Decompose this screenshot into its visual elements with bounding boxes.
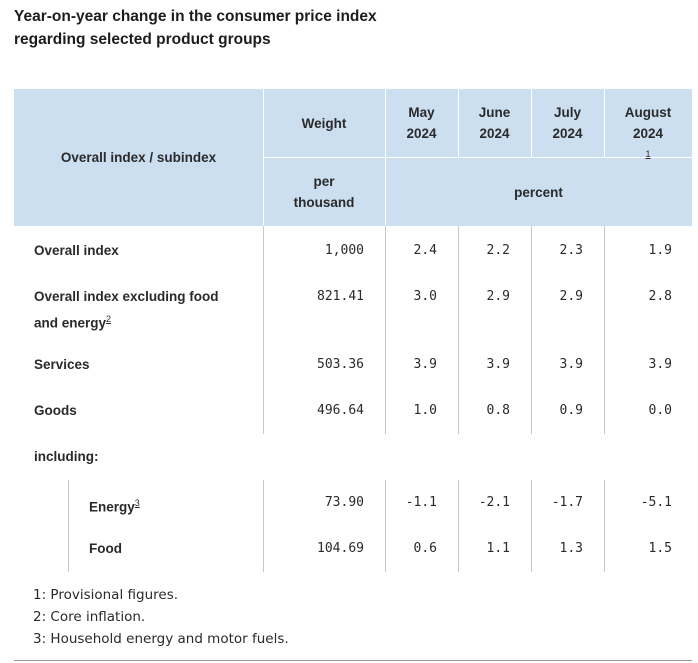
month-name: July	[553, 105, 581, 120]
title-line-1: Year-on-year change in the consumer pric…	[14, 8, 377, 25]
row-label-line-1: Overall index excluding food	[34, 289, 219, 304]
row-label-including: including:	[34, 449, 99, 464]
weight-cell: 503.36	[317, 357, 364, 372]
table-title: Year-on-year change in the consumer pric…	[14, 5, 674, 51]
row-label-text: Energy	[89, 499, 135, 515]
month-year-text: 2024	[632, 126, 664, 141]
header-col-divider	[385, 89, 386, 226]
header-divider	[263, 157, 692, 158]
weight-cell: 104.69	[317, 541, 364, 556]
title-line-2: regarding selected product groups	[14, 31, 271, 48]
body-col-divider	[68, 480, 69, 572]
value-cell-june: 3.9	[486, 357, 510, 372]
bottom-rule	[14, 660, 692, 661]
weight-unit-line-2: thousand	[293, 195, 355, 210]
value-cell-july: -1.7	[551, 495, 583, 510]
header-col-divider	[531, 89, 532, 157]
value-cell-july: 1.3	[559, 541, 583, 556]
value-cell-august: 3.9	[648, 357, 672, 372]
weight-cell: 1,000	[324, 243, 364, 258]
value-cell-may: 2.4	[413, 243, 437, 258]
value-cell-may: 1.0	[413, 403, 437, 418]
body-col-divider	[531, 226, 532, 434]
value-cell-june: 0.8	[486, 403, 510, 418]
value-cell-july: 2.9	[559, 289, 583, 304]
footnote-ref-1[interactable]: 1	[645, 149, 651, 159]
body-col-divider	[263, 226, 264, 434]
value-cell-august: 1.9	[648, 243, 672, 258]
month-year: 2024	[479, 126, 510, 141]
month-year: 2024	[406, 126, 437, 141]
weight-cell: 73.90	[324, 495, 364, 510]
footnote-ref-2[interactable]: 2	[106, 314, 112, 324]
header-index-label: Overall index / subindex	[60, 150, 217, 165]
footnote-ref-3[interactable]: 3	[134, 498, 140, 508]
header-percent-label: percent	[514, 185, 563, 200]
row-label-goods: Goods	[34, 403, 77, 418]
body-col-divider	[263, 480, 264, 572]
header-col-divider	[458, 89, 459, 157]
header-month-july: July 2024	[531, 102, 604, 144]
value-cell-may: -1.1	[405, 495, 437, 510]
value-cell-may: 3.9	[413, 357, 437, 372]
value-cell-july: 0.9	[559, 403, 583, 418]
footnote-1: 1: Provisional figures.	[33, 587, 179, 603]
header-month-may: May 2024	[385, 102, 458, 144]
row-label-overall-index: Overall index	[34, 243, 119, 258]
row-label-core: Overall index excluding food and energy2	[34, 286, 259, 335]
month-name: May	[408, 105, 435, 120]
month-year: 2024	[552, 126, 583, 141]
row-label-food: Food	[89, 541, 122, 556]
value-cell-june: 1.1	[486, 541, 510, 556]
row-label-energy: Energy3	[89, 492, 140, 519]
weight-cell: 821.41	[317, 289, 364, 304]
month-name: August	[624, 105, 672, 120]
header-weight-unit: per thousand	[263, 171, 385, 213]
header-col-divider	[604, 89, 605, 157]
body-col-divider	[385, 480, 386, 572]
value-cell-may: 0.6	[413, 541, 437, 556]
row-label-line-2: and energy	[34, 315, 107, 331]
header-weight-label: Weight	[301, 116, 347, 131]
value-cell-june: -2.1	[478, 495, 510, 510]
footnote-2: 2: Core inflation.	[33, 609, 146, 625]
value-cell-august: -5.1	[640, 495, 672, 510]
value-cell-may: 3.0	[413, 289, 437, 304]
body-col-divider	[458, 226, 459, 434]
weight-unit-line-1: per	[313, 174, 335, 189]
value-cell-july: 3.9	[559, 357, 583, 372]
body-col-divider	[604, 226, 605, 434]
value-cell-july: 2.3	[559, 243, 583, 258]
row-label-services: Services	[34, 357, 90, 372]
value-cell-june: 2.9	[486, 289, 510, 304]
value-cell-august: 1.5	[648, 541, 672, 556]
header-month-june: June 2024	[458, 102, 531, 144]
header-col-divider	[263, 89, 264, 226]
body-col-divider	[604, 480, 605, 572]
month-name: June	[478, 105, 511, 120]
weight-cell: 496.64	[317, 403, 364, 418]
month-year: 2024 1	[604, 123, 692, 169]
body-col-divider	[531, 480, 532, 572]
body-col-divider	[385, 226, 386, 434]
header-month-august: August 2024 1	[604, 102, 692, 169]
footnote-3: 3: Household energy and motor fuels.	[33, 631, 289, 647]
value-cell-august: 2.8	[648, 289, 672, 304]
body-col-divider	[458, 480, 459, 572]
value-cell-august: 0.0	[648, 403, 672, 418]
value-cell-june: 2.2	[486, 243, 510, 258]
